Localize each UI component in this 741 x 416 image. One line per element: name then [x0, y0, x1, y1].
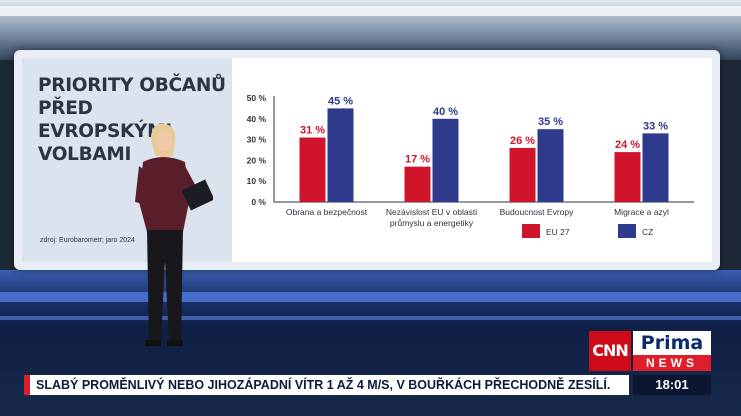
bar-cz	[537, 129, 564, 202]
floor-light-stripe-thin	[0, 316, 741, 320]
y-tick-label: 0 %	[251, 197, 266, 207]
x-tick-label: Obrana a bezpečnost	[286, 207, 368, 217]
x-tick-label: Budoucnost Evropy	[500, 207, 574, 217]
bar-eu-27	[509, 147, 536, 202]
legend-label: CZ	[642, 227, 653, 237]
y-tick-label: 30 %	[247, 135, 267, 145]
y-tick-label: 40 %	[247, 114, 267, 124]
page-title: PRIORITY OBČANŮ PŘED EVROPSKÝMI VOLBAMI	[38, 75, 226, 165]
clock: 18:01	[633, 375, 711, 395]
presenter-figure	[135, 123, 213, 346]
legend-swatch	[618, 224, 636, 238]
data-label: 31 %	[300, 125, 325, 137]
source-note: zdroj: Eurobarometr; jaro 2024	[40, 237, 135, 244]
data-label: 35 %	[538, 116, 563, 128]
bar-cz	[432, 118, 459, 202]
data-label: 24 %	[615, 139, 640, 151]
bar-cz	[642, 133, 669, 202]
studio-ceiling-light	[0, 6, 741, 16]
x-tick-label: Nezávislost EU v oblasti	[386, 207, 477, 217]
data-label: 17 %	[405, 154, 430, 166]
data-label: 33 %	[643, 120, 668, 132]
ticker-accent	[24, 375, 30, 395]
bar-cz	[327, 108, 354, 202]
legend-label: EU 27	[546, 227, 570, 237]
prima-logo: Prima	[633, 331, 711, 355]
news-logo: NEWS	[633, 355, 711, 371]
bar-chart: 0 % 10 % 20 % 30 % 40 % 50 % 31 % 45 % Obrana a …	[247, 93, 694, 238]
x-tick-label: průmyslu a energetiky	[390, 218, 474, 228]
data-label: 26 %	[510, 135, 535, 147]
data-label: 45 %	[328, 95, 353, 107]
cnn-logo: CNN	[589, 331, 631, 371]
bar-eu-27	[404, 166, 431, 202]
legend-swatch	[522, 224, 540, 238]
floor-light-stripe	[0, 292, 741, 302]
y-tick-label: 20 %	[247, 155, 267, 165]
screen-title-panel	[22, 58, 232, 262]
data-label: 40 %	[433, 106, 458, 118]
bar-eu-27	[614, 152, 641, 202]
y-tick-label: 10 %	[247, 176, 267, 186]
news-ticker: SLABÝ PROMĚNLIVÝ NEBO JIHOZÁPADNÍ VÍTR 1…	[30, 375, 629, 395]
y-tick-label: 50 %	[247, 93, 267, 103]
x-tick-label: Migrace a azyl	[614, 207, 669, 217]
channel-logo: CNN Prima NEWS	[589, 331, 711, 371]
bar-eu-27	[299, 137, 326, 202]
